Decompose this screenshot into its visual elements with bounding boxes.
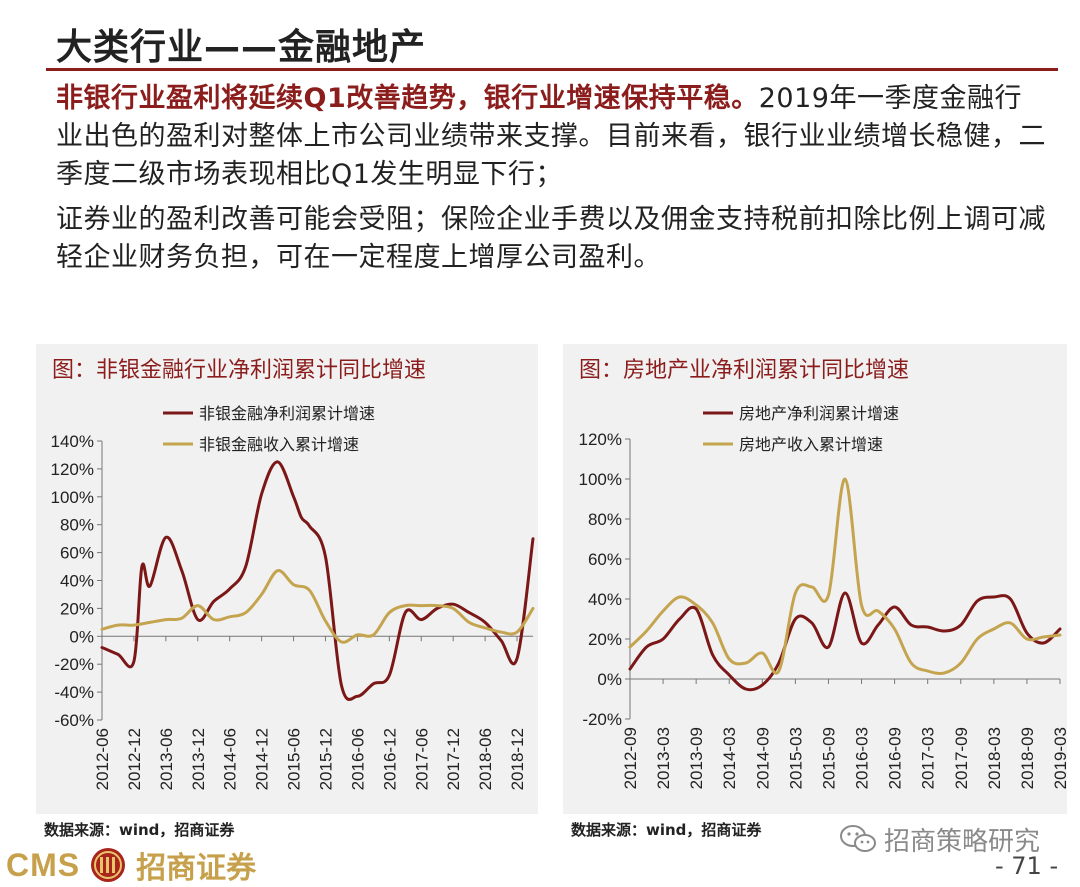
company-logo: CMS 招商证券	[6, 846, 257, 887]
wechat-icon	[840, 825, 876, 852]
y-tick-label: 100%	[51, 488, 94, 507]
chart-panel-realestate: 图：房地产业净利润累计同比增速 -20% 0% 20% 40% 60% 80% 100% 12…	[563, 344, 1067, 814]
x-tick-label: 2013-09	[687, 727, 706, 789]
x-tick-label: 2014-12	[253, 728, 272, 790]
legend-label: 非银金融收入累计增速	[199, 435, 359, 454]
legend-label: 房地产收入累计增速	[739, 435, 883, 454]
x-tick-label: 2017-12	[444, 728, 463, 790]
y-tick-label: 0%	[69, 627, 94, 646]
x-tick-label: 2016-03	[853, 727, 872, 789]
x-tick-label: 2015-09	[819, 727, 838, 789]
x-tick-label: 2018-12	[508, 728, 527, 790]
y-tick-label: 0%	[597, 670, 622, 689]
chart-title: 图：房地产业净利润累计同比增速	[579, 358, 910, 383]
y-tick-label: 60%	[60, 544, 94, 563]
company-name: 招商证券	[136, 851, 257, 886]
x-tick-label: 2018-06	[476, 728, 495, 790]
y-tick-label: 80%	[60, 516, 94, 535]
x-tick-label: 2016-12	[380, 728, 399, 790]
x-tick-label: 2014-03	[720, 727, 739, 789]
watermark-text: 招商策略研究	[884, 826, 1041, 857]
legend-label: 房地产净利润累计增速	[739, 404, 899, 423]
x-tick-label: 2013-03	[654, 727, 673, 789]
x-tick-label: 2012-06	[93, 728, 112, 790]
x-tick-label: 2012-09	[621, 727, 640, 789]
x-tick-label: 2015-12	[316, 728, 335, 790]
legend-label: 非银金融净利润累计增速	[199, 404, 375, 423]
series-line-2	[100, 569, 535, 644]
intro-paragraph: 非银行业盈利将延续Q1改善趋势，银行业增速保持平稳。2019年一季度金融行业出色…	[56, 80, 1046, 194]
y-tick-label: 120%	[579, 430, 622, 449]
chart-nonbank: -60% -40% -20% 0% 20% 40% 60% 80% 100% 120% 140% 20…	[51, 404, 535, 790]
y-tick-label: 40%	[60, 572, 94, 591]
slide-title: 大类行业——金融地产	[56, 27, 427, 68]
data-source-left: 数据来源：wind，招商证券	[44, 821, 235, 839]
intro-body: 2019年一季度金融行业出色的盈利对整体上市公司业绩带来支撑。目前来看，银行业业…	[56, 83, 1046, 190]
x-tick-label: 2015-06	[285, 728, 304, 790]
series-line-1	[628, 591, 1062, 692]
series-line-1	[100, 460, 535, 701]
second-paragraph: 证券业的盈利改善可能会受阻；保险企业手费以及佣金支持税前扣除比例上调可减轻企业财…	[56, 204, 1046, 273]
x-tick-label: 2013-12	[189, 728, 208, 790]
chart-title: 图：非银金融行业净利润累计同比增速	[52, 358, 427, 383]
x-tick-label: 2014-09	[753, 727, 772, 789]
y-tick-label: 80%	[588, 510, 622, 529]
x-tick-label: 2016-09	[886, 727, 905, 789]
chart-realestate: -20% 0% 20% 40% 60% 80% 100% 120% 2012-09 2013-03…	[579, 404, 1067, 789]
chart-panel-nonbank: 图：非银金融行业净利润累计同比增速 -60% -40% -20% 0% 20% 40% 60…	[36, 344, 538, 814]
brand-short: CMS	[6, 846, 81, 883]
x-tick-label: 2013-06	[157, 728, 176, 790]
y-tick-label: 140%	[51, 432, 94, 451]
page-number: - 71 -	[995, 852, 1059, 880]
series-line-2	[628, 477, 1062, 675]
x-tick-label: 2015-03	[786, 727, 805, 789]
cms-emblem-icon	[91, 848, 126, 882]
x-tick-label: 2012-12	[125, 728, 144, 790]
x-tick-label: 2014-06	[221, 728, 240, 790]
x-tick-label: 2018-09	[1018, 727, 1037, 789]
x-tick-label: 2019-03	[1051, 727, 1067, 789]
x-tick-label: 2018-03	[985, 727, 1004, 789]
wechat-watermark: 招商策略研究	[838, 823, 1041, 857]
x-tick-label: 2017-03	[919, 727, 938, 789]
data-source-right: 数据来源：wind，招商证券	[571, 821, 762, 839]
y-tick-label: 60%	[588, 550, 622, 569]
y-tick-label: 20%	[588, 630, 622, 649]
y-tick-label: -20%	[54, 655, 94, 674]
y-tick-label: -60%	[54, 711, 94, 730]
title-divider	[46, 68, 1058, 71]
y-tick-label: -40%	[54, 683, 94, 702]
y-tick-label: -20%	[582, 710, 622, 729]
y-tick-label: 20%	[60, 599, 94, 618]
x-tick-label: 2017-06	[412, 728, 431, 790]
y-tick-label: 40%	[588, 590, 622, 609]
y-tick-label: 100%	[579, 470, 622, 489]
x-tick-label: 2016-06	[348, 728, 367, 790]
x-tick-label: 2017-09	[952, 727, 971, 789]
intro-highlight: 非银行业盈利将延续Q1改善趋势，银行业增速保持平稳。	[56, 83, 759, 114]
y-tick-label: 120%	[51, 460, 94, 479]
